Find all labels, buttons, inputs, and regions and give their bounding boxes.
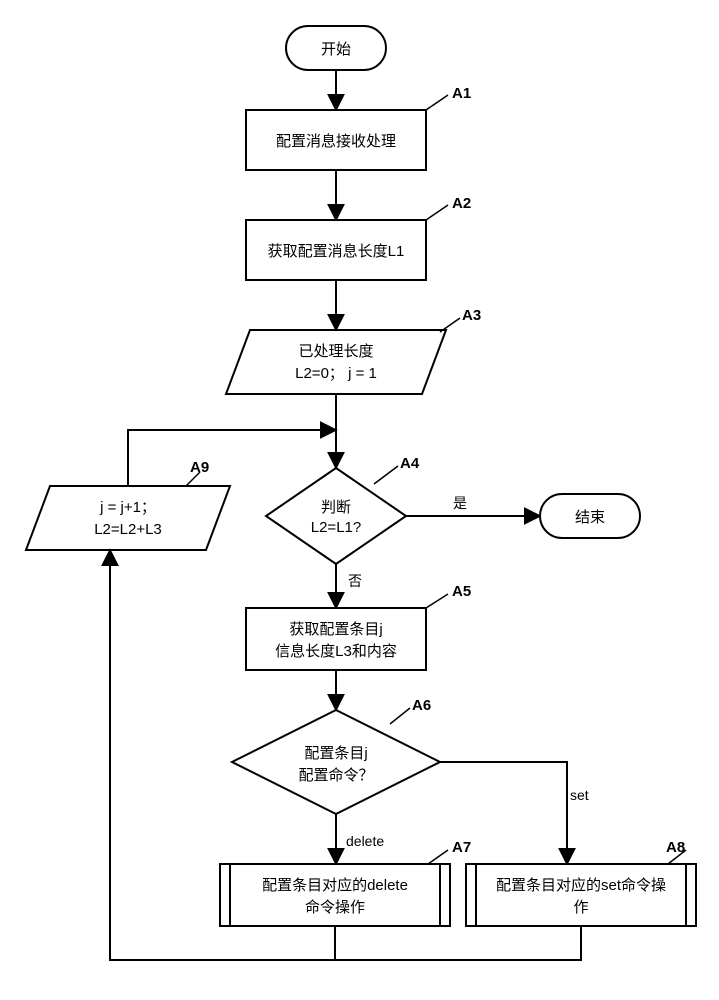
a1-text: 配置消息接收处理 (276, 133, 396, 150)
edge-a6-set-label: set (570, 787, 589, 803)
a4-text1: 判断 (321, 499, 351, 516)
a2-tag: A2 (452, 195, 471, 212)
edge-a6-delete-label: delete (346, 833, 384, 849)
a6-tag: A6 (412, 697, 431, 714)
flowchart-canvas: 开始 配置消息接收处理 A1 获取配置消息长度L1 A2 已处理长度 L2=0；… (0, 0, 719, 1000)
a6-decision: 配置条目j 配置命令？ A6 (232, 697, 440, 814)
a8-subroutine: 配置条目对应的set命令操 作 A8 (466, 839, 696, 926)
end-label: 结束 (575, 509, 605, 526)
a3-text1: 已处理长度 (298, 343, 373, 360)
a9-text2: L2=L2+L3 (94, 521, 162, 538)
a3-data: 已处理长度 L2=0； j = 1 A3 (226, 307, 481, 394)
a2-process: 获取配置消息长度L1 A2 (246, 195, 471, 280)
a8-tag: A8 (666, 839, 685, 856)
a8-text2: 作 (573, 899, 588, 916)
a4-tag: A4 (400, 455, 420, 472)
end-node: 结束 (540, 494, 640, 538)
a6-text2: 配置命令？ (298, 766, 373, 784)
a2-text: 获取配置消息长度L1 (268, 243, 405, 260)
a9-tag: A9 (190, 459, 209, 476)
a1-process: 配置消息接收处理 A1 (246, 85, 471, 170)
a7-text1: 配置条目对应的delete (262, 876, 408, 894)
start-label: 开始 (321, 41, 351, 58)
a3-text2: L2=0； j = 1 (295, 365, 377, 382)
a5-text2: 信息长度L3和内容 (275, 643, 397, 660)
a8-text1: 配置条目对应的set命令操 (496, 876, 666, 894)
a4-text2: L2=L1? (311, 519, 361, 536)
a7-tag: A7 (452, 839, 471, 856)
a1-tag: A1 (452, 85, 471, 102)
a7-subroutine: 配置条目对应的delete 命令操作 A7 (220, 839, 471, 926)
start-node: 开始 (286, 26, 386, 70)
a3-tag: A3 (462, 307, 481, 324)
a6-text1: 配置条目j (304, 745, 367, 762)
a7-text2: 命令操作 (305, 898, 365, 916)
edge-a8-join (335, 926, 581, 960)
a9-text1: j = j+1； (99, 499, 156, 516)
edge-a4-no-label: 否 (348, 573, 362, 589)
edge-a4-yes-label: 是 (453, 495, 467, 511)
a5-tag: A5 (452, 583, 471, 600)
a5-process: 获取配置条目j 信息长度L3和内容 A5 (246, 583, 471, 670)
a5-text1: 获取配置条目j (289, 621, 382, 638)
edge-a9-merge (128, 430, 336, 486)
a4-decision: 判断 L2=L1? A4 (266, 455, 420, 564)
